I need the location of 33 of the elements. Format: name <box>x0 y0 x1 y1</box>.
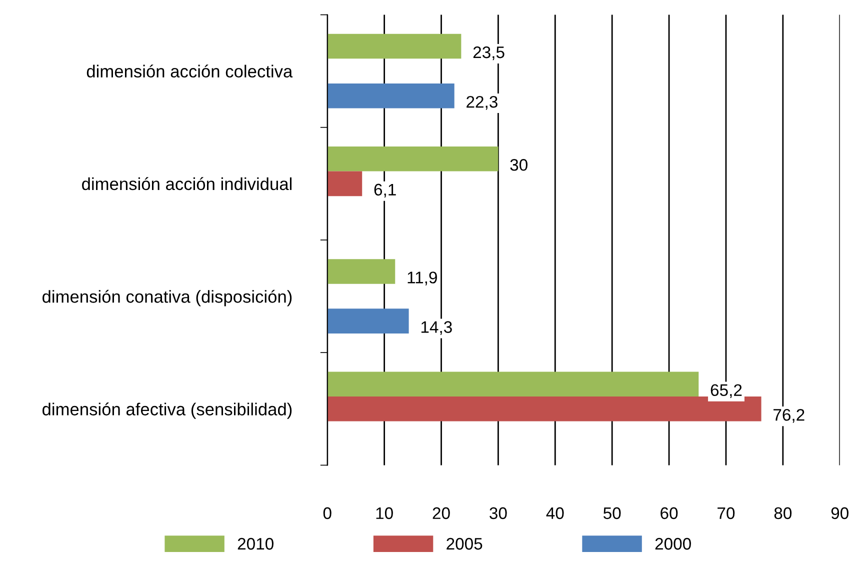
data-label: 11,9 <box>408 272 437 286</box>
x-tick-label: 80 <box>774 507 792 520</box>
legend-label: 2000 <box>655 538 691 550</box>
data-label: 22,3 <box>466 96 498 110</box>
bar <box>327 372 699 396</box>
data-label: 23,5 <box>473 46 504 60</box>
bar <box>327 308 409 334</box>
data-label: 14,3 <box>421 321 452 335</box>
data-label: 65,2 <box>710 384 742 398</box>
x-tick-label: 0 <box>323 507 332 520</box>
x-tick-label: 10 <box>376 507 393 520</box>
x-tick-label: 90 <box>831 507 848 520</box>
bar <box>327 259 396 284</box>
data-label: 76,2 <box>774 408 804 423</box>
x-tick-label: 50 <box>603 507 621 520</box>
data-label: 6,1 <box>374 184 396 198</box>
legend-label: 2010 <box>238 538 274 550</box>
y-tick-label: dimensión acción individual <box>82 177 292 190</box>
x-tick-label: 20 <box>432 507 450 520</box>
bar <box>327 34 462 59</box>
x-tick-label: 70 <box>718 507 735 520</box>
bar <box>327 146 498 172</box>
y-tick-label: dimensión conativa (disposición) <box>42 290 292 306</box>
y-tick-label: dimensión acción colectiva <box>86 64 293 78</box>
y-tick-label: dimensión afectiva (sensibilidad) <box>42 402 292 419</box>
x-tick-label: 30 <box>490 507 507 520</box>
legend-label: 2005 <box>446 538 482 550</box>
bar <box>327 83 454 108</box>
bar <box>327 171 362 196</box>
data-label: 30 <box>510 159 528 171</box>
bar <box>327 396 762 422</box>
x-tick-label: 60 <box>660 507 678 520</box>
x-tick-label: 40 <box>546 507 564 520</box>
